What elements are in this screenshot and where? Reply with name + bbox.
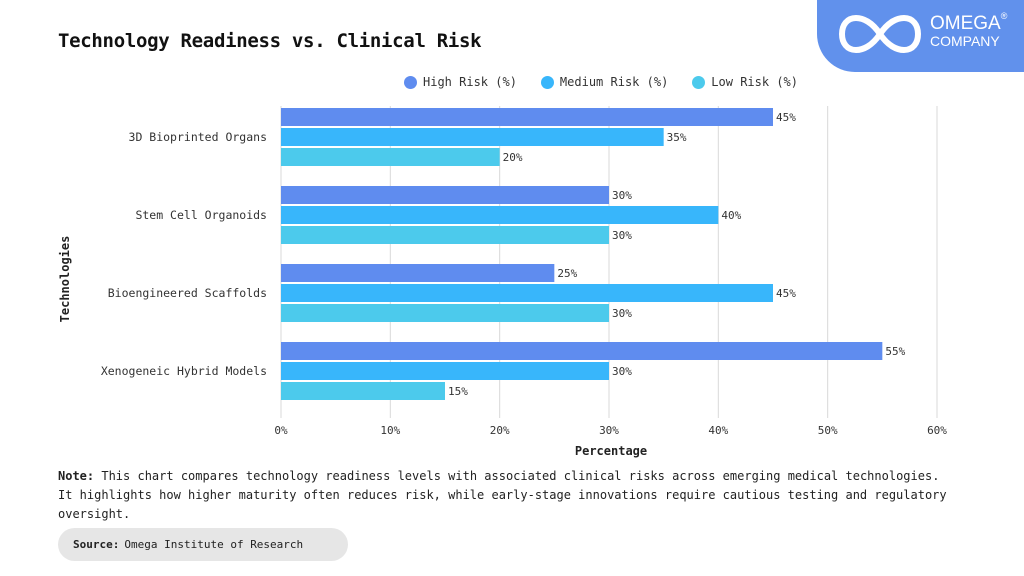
bar[interactable] bbox=[281, 128, 664, 146]
source-text: Omega Institute of Research bbox=[124, 538, 304, 551]
bar-chart: 45% 35% 20% 30% 40% 30% 25% 45% 30% 55% 30% 15% 3D … bbox=[58, 106, 947, 458]
bar[interactable] bbox=[281, 304, 609, 322]
bar-value-label: 55% bbox=[885, 345, 905, 358]
y-category-label: Xenogeneic Hybrid Models bbox=[101, 364, 267, 378]
bar-value-label: 35% bbox=[667, 131, 687, 144]
x-tick-label: 50% bbox=[818, 424, 838, 437]
x-tick-label: 40% bbox=[708, 424, 728, 437]
bar-value-label: 40% bbox=[721, 209, 741, 222]
bar[interactable] bbox=[281, 362, 609, 380]
y-category-label: Stem Cell Organoids bbox=[135, 208, 267, 222]
bar[interactable] bbox=[281, 206, 719, 224]
bar[interactable] bbox=[281, 148, 500, 166]
bar[interactable] bbox=[281, 284, 773, 302]
y-category-label: Bioengineered Scaffolds bbox=[108, 286, 267, 300]
legend-label: Medium Risk (%) bbox=[559, 75, 669, 89]
legend-label: High Risk (%) bbox=[423, 75, 517, 89]
bar-value-label: 30% bbox=[612, 229, 632, 242]
chart-title: Technology Readiness vs. Clinical Risk bbox=[58, 30, 482, 52]
bar[interactable] bbox=[281, 264, 555, 282]
source-badge: Source: Omega Institute of Research bbox=[58, 528, 348, 561]
x-tick-label: 20% bbox=[490, 424, 510, 437]
bar[interactable] bbox=[281, 186, 609, 204]
legend-swatch-low-risk bbox=[692, 75, 706, 89]
legend-item-low-risk[interactable]: Low Risk (%) bbox=[692, 75, 798, 89]
note-label: Note: bbox=[58, 469, 95, 483]
bar[interactable] bbox=[281, 108, 773, 126]
bar-value-label: 15% bbox=[448, 385, 468, 398]
legend-swatch-high-risk bbox=[404, 75, 417, 89]
bar-value-label: 30% bbox=[612, 307, 632, 320]
y-category-label: 3D Bioprinted Organs bbox=[129, 130, 267, 144]
legend-label: Low Risk (%) bbox=[711, 75, 798, 89]
legend-swatch-medium-risk bbox=[540, 75, 554, 89]
bar-value-label: 45% bbox=[776, 287, 796, 300]
y-axis-label: Technologies bbox=[58, 236, 72, 323]
bar-value-label: 30% bbox=[612, 365, 632, 378]
x-axis-tick-labels: 0% 10% 20% 30% 40% 50% 60% bbox=[274, 424, 947, 437]
x-tick-label: 30% bbox=[599, 424, 619, 437]
note-text: This chart compares technology readiness… bbox=[58, 469, 947, 521]
bar-value-label: 20% bbox=[503, 151, 523, 164]
chart-note: Note: This chart compares technology rea… bbox=[58, 467, 958, 524]
data-labels: 45% 35% 20% 30% 40% 30% 25% 45% 30% 55% 30% 15% bbox=[448, 111, 906, 398]
legend-item-high-risk[interactable]: High Risk (%) bbox=[404, 75, 517, 89]
chart-legend: High Risk (%) Medium Risk (%) Low Risk (… bbox=[404, 75, 798, 89]
bar[interactable] bbox=[281, 226, 609, 244]
x-tick-label: 60% bbox=[927, 424, 947, 437]
logo-name: OMEGA® bbox=[930, 11, 1008, 34]
legend-item-medium-risk[interactable]: Medium Risk (%) bbox=[540, 75, 669, 89]
bar-value-label: 45% bbox=[776, 111, 796, 124]
bar-value-label: 25% bbox=[557, 267, 577, 280]
source-label: Source: bbox=[73, 538, 120, 551]
company-logo: OMEGA® COMPANY bbox=[817, 0, 1024, 72]
infinity-icon bbox=[839, 15, 921, 53]
x-tick-label: 10% bbox=[380, 424, 400, 437]
logo-subtitle: COMPANY bbox=[930, 33, 1000, 49]
x-tick-label: 0% bbox=[274, 424, 288, 437]
bar[interactable] bbox=[281, 382, 445, 400]
bar-value-label: 30% bbox=[612, 189, 632, 202]
bars bbox=[281, 108, 883, 400]
y-axis-tick-labels: 3D Bioprinted Organs Stem Cell Organoids B… bbox=[101, 130, 267, 378]
x-axis-label: Percentage bbox=[575, 444, 647, 458]
bar[interactable] bbox=[281, 342, 883, 360]
